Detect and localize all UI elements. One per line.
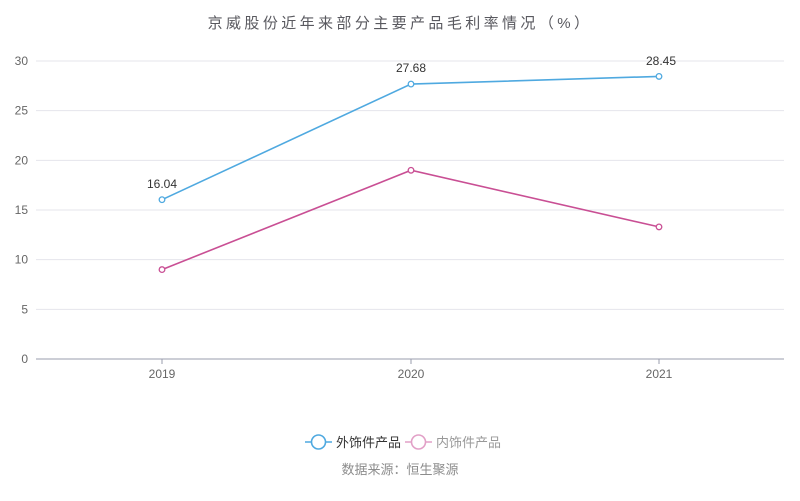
- svg-text:外饰件产品: 外饰件产品: [336, 435, 401, 450]
- svg-text:内饰件产品: 内饰件产品: [436, 435, 501, 450]
- svg-text:15: 15: [15, 203, 29, 217]
- svg-text:10: 10: [15, 253, 29, 267]
- svg-text:2021: 2021: [646, 367, 673, 381]
- svg-text:16.04: 16.04: [147, 177, 177, 191]
- svg-text:5: 5: [21, 302, 28, 316]
- svg-text:27.68: 27.68: [396, 61, 426, 75]
- svg-text:30: 30: [15, 54, 29, 68]
- svg-text:数据来源：恒生聚源: 数据来源：恒生聚源: [341, 462, 458, 477]
- svg-text:20: 20: [15, 153, 29, 167]
- svg-text:2019: 2019: [149, 367, 176, 381]
- svg-text:25: 25: [15, 104, 29, 118]
- svg-text:0: 0: [21, 352, 28, 366]
- svg-text:2020: 2020: [398, 367, 425, 381]
- svg-text:28.45: 28.45: [646, 54, 676, 68]
